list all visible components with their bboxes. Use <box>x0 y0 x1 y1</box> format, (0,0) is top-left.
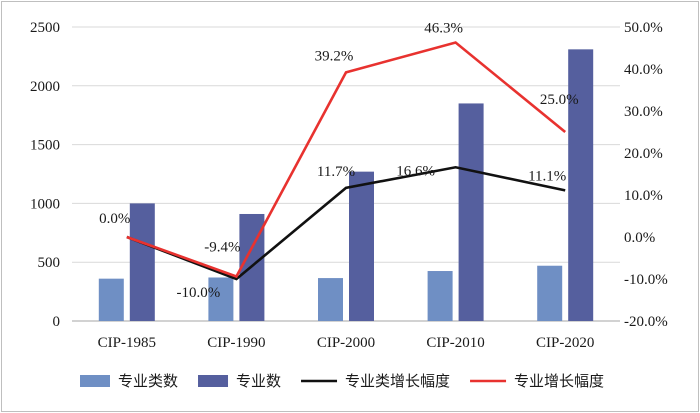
data-labels: -10.0% 11.7% 16.6% 11.1% 0.0% -9.4% 39.2% 46.3%… <box>99 21 578 301</box>
category-label: CIP-2010 <box>426 335 484 351</box>
bar-major-count <box>349 171 374 321</box>
data-label-major-growth: 0.0% <box>99 211 130 227</box>
line-series <box>126 41 567 281</box>
x-axis: CIP-1985 CIP-1990 CIP-2000 CIP-2010 CIP-2020 <box>98 335 595 351</box>
right-tick-label: -10.0% <box>624 272 668 288</box>
left-tick-label: 2500 <box>30 20 60 36</box>
legend-label: 专业增长幅度 <box>514 372 604 390</box>
left-tick-label: 500 <box>38 255 61 271</box>
legend-label: 专业类数 <box>118 372 178 390</box>
data-label-major-growth: -9.4% <box>204 239 240 255</box>
category-label: CIP-1985 <box>98 335 156 351</box>
bar-category-count <box>537 265 563 321</box>
data-label-category-growth: 16.6% <box>396 163 435 179</box>
category-label: CIP-2000 <box>317 335 375 351</box>
bar-major-count <box>568 49 594 322</box>
legend-swatch <box>80 375 110 387</box>
data-label-major-growth: 39.2% <box>315 48 354 64</box>
right-tick-label: 50.0% <box>624 20 663 36</box>
left-y-axis: 0 500 1000 1500 2000 2500 <box>30 20 60 330</box>
right-tick-label: 20.0% <box>624 146 663 162</box>
legend: 专业类数 专业数 专业类增长幅度 专业增长幅度 <box>80 372 604 390</box>
line-major-growth <box>126 41 567 279</box>
left-tick-label: 1500 <box>30 138 60 154</box>
bar-category-count <box>98 278 124 321</box>
legend-swatch <box>198 375 229 387</box>
line-category-growth <box>126 165 566 281</box>
bar-category-count <box>427 271 453 321</box>
right-y-axis: -20.0% -10.0% 0.0% 10.0% 20.0% 30.0% 40.0% 50.0… <box>624 20 668 330</box>
data-label-category-growth: 11.1% <box>528 168 566 184</box>
data-label-category-growth: -10.0% <box>177 285 221 301</box>
bar-series <box>98 49 594 322</box>
data-label-category-growth: 11.7% <box>317 164 355 180</box>
bar-major-count <box>129 203 155 321</box>
right-tick-label: -20.0% <box>624 314 668 330</box>
category-label: CIP-1990 <box>207 335 265 351</box>
left-tick-label: 2000 <box>30 79 60 95</box>
category-label: CIP-2020 <box>536 335 594 351</box>
legend-label: 专业类增长幅度 <box>345 372 450 390</box>
bar-category-count <box>318 278 343 321</box>
bar-category-count <box>208 277 234 321</box>
data-label-major-growth: 46.3% <box>424 21 463 37</box>
gridlines <box>72 26 620 322</box>
right-tick-label: 0.0% <box>624 230 655 246</box>
bar-major-count <box>458 103 484 321</box>
right-tick-label: 30.0% <box>624 104 663 120</box>
left-tick-label: 1000 <box>30 196 60 212</box>
data-label-major-growth: 25.0% <box>540 92 579 108</box>
right-tick-label: 10.0% <box>624 188 663 204</box>
legend-label: 专业数 <box>236 372 281 390</box>
left-tick-label: 0 <box>53 314 61 330</box>
right-tick-label: 40.0% <box>624 62 663 78</box>
